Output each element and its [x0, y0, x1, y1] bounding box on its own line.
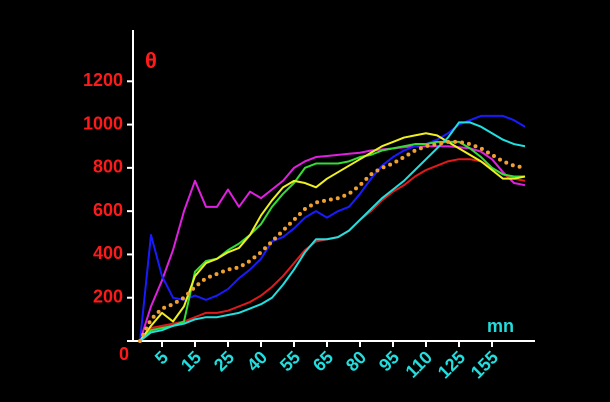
- x-tick-label: 110: [402, 347, 437, 382]
- x-tick-label: 5: [151, 347, 172, 368]
- x-tick-label: 40: [243, 347, 271, 375]
- y-axis-label: θ: [145, 48, 157, 73]
- series-line: [138, 139, 527, 343]
- y-tick-label: 400: [93, 243, 123, 263]
- x-tick-label: 15: [177, 347, 205, 375]
- y-tick-label: 1200: [83, 70, 123, 90]
- x-tick-label: 55: [276, 347, 304, 375]
- x-tick-label: 125: [434, 347, 469, 382]
- x-axis-label: mn: [487, 316, 514, 336]
- series-line: [139, 140, 525, 342]
- y-tick-label: 800: [93, 157, 123, 177]
- series-line: [139, 121, 526, 342]
- x-tick-label: 25: [210, 347, 238, 375]
- x-tick-label: 155: [467, 347, 502, 382]
- y-tick-label: 0: [119, 344, 129, 364]
- series-line: [139, 145, 526, 342]
- series-line: [139, 132, 526, 342]
- x-tick-label: 65: [309, 347, 337, 375]
- x-tick-label: 80: [342, 347, 370, 375]
- x-tick-label: 95: [375, 347, 403, 375]
- y-tick-label: 200: [93, 286, 123, 306]
- y-tick-label: 1000: [83, 113, 123, 133]
- series-line: [139, 114, 526, 342]
- y-tick-label: 600: [93, 200, 123, 220]
